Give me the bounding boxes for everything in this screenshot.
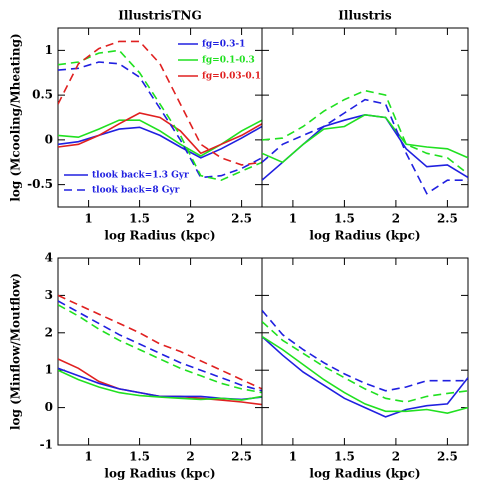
y-axis-label: log (Mcooling/Mheating) <box>9 33 23 201</box>
x-axis-label: log Radius (kpc) <box>104 467 215 481</box>
x-tick-label: 2.5 <box>231 212 252 226</box>
series-line <box>262 335 468 418</box>
y-tick-label: 2 <box>45 325 53 339</box>
x-tick-label: 1.5 <box>334 450 355 464</box>
x-tick-label: 1 <box>289 212 297 226</box>
x-tick-label: 2 <box>186 212 194 226</box>
series-line <box>58 294 262 390</box>
x-tick-label: 1.5 <box>129 212 150 226</box>
x-tick-label: 1 <box>84 450 92 464</box>
legend-label: fg=0.3-1 <box>202 40 245 50</box>
x-tick-label: 2 <box>392 450 400 464</box>
y-tick-label: 0 <box>45 400 53 414</box>
x-axis-label: log Radius (kpc) <box>309 467 420 481</box>
y-tick-label: 1 <box>45 363 53 377</box>
series-line <box>58 119 262 157</box>
x-tick-label: 2.5 <box>437 212 458 226</box>
x-tick-label: 2.5 <box>231 450 252 464</box>
x-tick-label: 1.5 <box>129 450 150 464</box>
x-tick-label: 1 <box>84 212 92 226</box>
x-tick-label: 2.5 <box>437 450 458 464</box>
legend-label: fg=0.1-0.3 <box>202 56 255 66</box>
series-line <box>58 304 262 394</box>
panel-title: Illustris <box>338 9 392 23</box>
legend-label: tlook back=1.3 Gyr <box>92 171 189 181</box>
legend-label: fg=0.03-0.1 <box>202 72 261 82</box>
y-tick-label: 1 <box>45 43 53 57</box>
x-axis-label: log Radius (kpc) <box>104 229 215 243</box>
series-line <box>58 49 262 182</box>
series-line <box>262 335 468 415</box>
y-tick-label: -1 <box>40 438 53 452</box>
series-line <box>58 369 262 401</box>
panel-title: IllustrisTNG <box>118 9 202 23</box>
y-axis-label: log (Minflow/Moutflow) <box>9 273 23 430</box>
series-line <box>58 40 262 166</box>
x-tick-label: 1 <box>289 450 297 464</box>
series-line <box>262 98 468 195</box>
x-tick-label: 1.5 <box>334 212 355 226</box>
series-line <box>58 300 262 392</box>
y-tick-label: 4 <box>45 251 53 265</box>
x-tick-label: 2 <box>392 212 400 226</box>
y-tick-label: 0 <box>45 132 53 146</box>
series-line <box>58 112 262 155</box>
x-axis-label: log Radius (kpc) <box>309 229 420 243</box>
series-line <box>262 309 468 392</box>
series-line <box>58 61 262 179</box>
plot-frame <box>57 257 263 446</box>
plot-frame <box>261 257 469 446</box>
series-line <box>262 89 468 175</box>
y-tick-label: -0.5 <box>27 177 53 191</box>
series-line <box>262 321 468 403</box>
y-tick-label: 0.5 <box>32 88 53 102</box>
series-line <box>262 113 468 164</box>
legend-label: tlook back=8 Gyr <box>92 186 180 196</box>
plot-frame <box>261 27 469 208</box>
x-tick-label: 2 <box>186 450 194 464</box>
y-tick-label: 3 <box>45 288 53 302</box>
